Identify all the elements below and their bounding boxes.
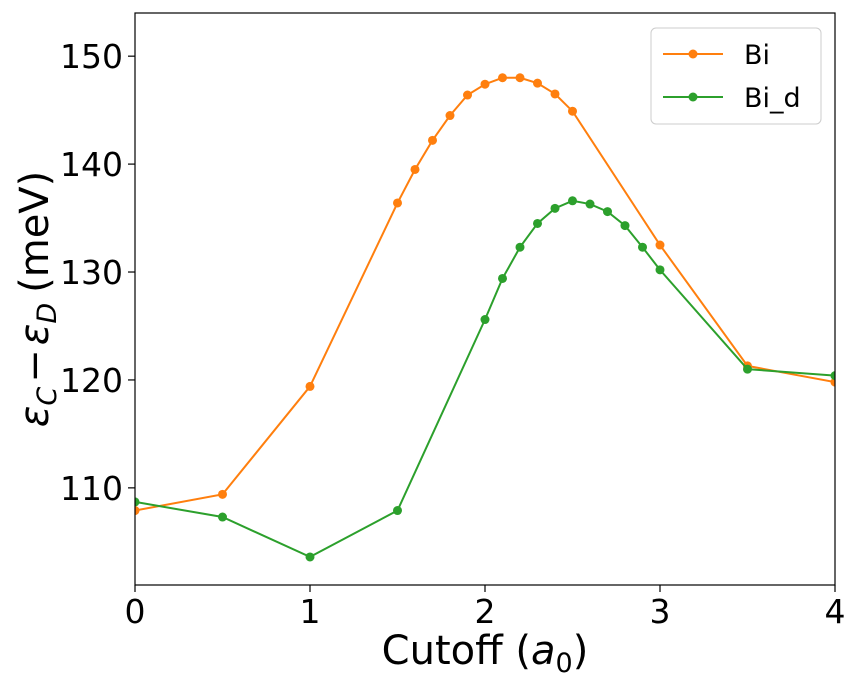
data-point-bi-d xyxy=(655,265,665,275)
data-point-bi-d xyxy=(218,512,227,522)
data-point-bi-d xyxy=(135,497,140,507)
data-point-bi xyxy=(393,198,402,208)
data-point-bi xyxy=(498,73,507,83)
x-tick-label: 3 xyxy=(650,592,671,631)
data-point-bi-d xyxy=(638,242,647,252)
data-point-bi-d xyxy=(830,371,835,381)
data-point-bi-d xyxy=(568,196,577,206)
plot-frame xyxy=(134,12,836,586)
y-axis-label-epsilon-d: ε xyxy=(12,324,58,346)
x-tick-label: 1 xyxy=(300,592,321,631)
y-tick-label: 130 xyxy=(60,253,123,292)
data-point-bi-d xyxy=(603,207,612,217)
data-point-bi xyxy=(410,164,420,174)
data-point-bi-d xyxy=(393,506,402,516)
x-tick-label: 0 xyxy=(125,592,146,631)
y-axis-label-unit: (meV) xyxy=(12,171,58,293)
data-point-bi-d xyxy=(550,203,560,213)
x-tick-label: 2 xyxy=(475,592,496,631)
y-tick-label: 140 xyxy=(60,145,123,184)
x-axis-label-math: a xyxy=(531,628,556,674)
series-layer xyxy=(135,73,835,562)
data-point-bi xyxy=(445,111,455,121)
data-point-bi xyxy=(533,78,542,88)
y-tick-label: 120 xyxy=(60,361,123,400)
legend-marker-bi xyxy=(688,49,698,59)
x-axis-label: Cutoff (a0) xyxy=(382,628,589,679)
ticks-layer: 0 1 2 3 4 110 120 130 140 150 xyxy=(60,37,846,631)
y-axis-label-minus: − xyxy=(12,349,58,383)
x-axis-label-close: ) xyxy=(573,628,589,674)
data-point-bi-d xyxy=(620,221,630,231)
data-point-bi-d xyxy=(585,199,595,209)
data-point-bi xyxy=(515,73,525,83)
x-tick-label: 4 xyxy=(825,592,846,631)
data-point-bi-d xyxy=(743,364,752,374)
y-axis-label-epsilon-c: ε xyxy=(12,406,58,428)
data-point-bi-d xyxy=(305,552,315,562)
data-point-bi-d xyxy=(498,273,507,283)
data-point-bi xyxy=(218,489,227,499)
data-point-bi xyxy=(550,89,560,99)
data-point-bi-d xyxy=(533,218,542,228)
y-tick-label: 150 xyxy=(60,37,123,76)
y-axis-label-subscript-d: D xyxy=(32,303,63,324)
legend: Bi Bi_d xyxy=(650,27,822,125)
data-point-bi-d xyxy=(480,315,490,325)
legend-label-bi: Bi xyxy=(744,40,770,71)
y-axis-label: εC−εD(meV) xyxy=(12,171,63,428)
y-tick-label: 110 xyxy=(60,469,123,508)
data-point-bi xyxy=(463,90,472,100)
data-point-bi xyxy=(568,106,577,116)
data-point-bi xyxy=(305,381,315,391)
x-axis-label-subscript: 0 xyxy=(556,648,573,679)
data-point-bi xyxy=(655,240,665,250)
data-point-bi xyxy=(428,135,437,145)
x-axis-label-text: Cutoff ( xyxy=(382,628,531,674)
legend-marker-bi-d xyxy=(688,92,698,102)
y-axis-label-subscript-c: C xyxy=(32,387,63,406)
legend-label-bi-d: Bi_d xyxy=(744,83,801,114)
data-point-bi xyxy=(135,506,140,516)
data-point-bi xyxy=(480,79,490,89)
data-point-bi-d xyxy=(515,242,525,252)
